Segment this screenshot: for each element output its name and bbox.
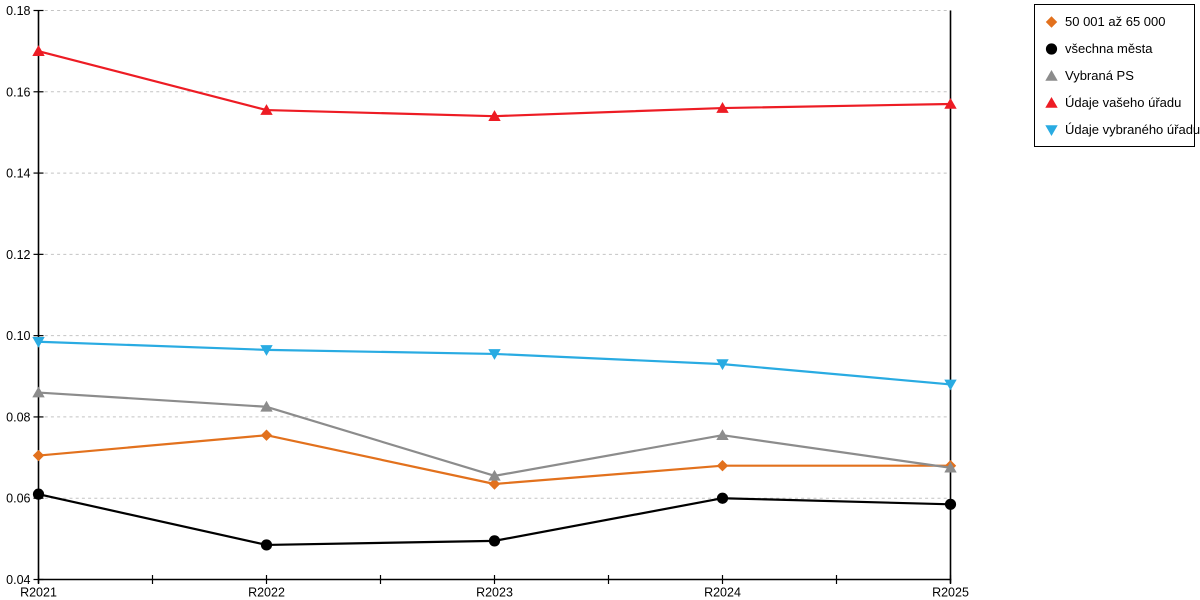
legend-label: Údaje vašeho úřadu [1065,95,1182,110]
data-point [716,359,729,371]
y-tick-label: 0.04 [6,573,30,587]
triangle-up-icon [1045,96,1058,108]
data-point [32,336,45,348]
data-point [260,429,273,441]
data-point [716,460,729,472]
series-line-2 [37,391,952,477]
data-point [488,535,501,547]
legend-item: Vybraná PS [1035,62,1194,89]
data-point [488,110,501,121]
y-tick-label: 0.12 [6,248,30,262]
data-point [488,349,501,360]
legend-item: všechna města [1035,35,1194,62]
triangle-up-icon [1045,69,1058,81]
legend-item: 50 001 až 65 000 [1035,8,1194,35]
data-point [260,104,273,115]
data-point [488,478,501,490]
data-point [260,400,273,412]
y-tick-label: 0.06 [6,492,30,506]
x-tick-label: R2025 [932,586,969,600]
x-tick-label: R2021 [20,586,57,600]
data-point [260,539,273,551]
triangle-down-icon [1045,124,1058,136]
data-point [32,488,45,500]
x-tick-label: R2024 [704,586,741,600]
data-point [260,345,273,356]
legend-label: 50 001 až 65 000 [1065,14,1166,29]
y-tick-label: 0.16 [6,85,30,99]
data-point [488,469,501,481]
data-point [944,498,957,510]
chart-legend: 50 001 až 65 000 všechna města Vybraná PS Ú… [1034,4,1200,147]
series-line-3 [37,50,952,118]
y-tick-label: 0.14 [6,167,30,181]
x-tick-label: R2022 [248,586,285,600]
legend-label: Vybraná PS [1065,68,1134,83]
legend-item: Údaje vašeho úřadu [1035,89,1194,116]
data-point [944,379,957,391]
series-line-4 [37,340,952,386]
data-point [32,45,45,56]
data-point [944,461,957,473]
y-tick-label: 0.18 [6,4,30,18]
data-point [32,386,45,398]
data-point [716,429,729,441]
legend-label: Údaje vybraného úřadu [1065,122,1200,137]
data-point [716,102,729,113]
data-point [32,449,45,462]
legend-label: všechna města [1065,41,1153,56]
y-tick-label: 0.08 [6,410,30,424]
diamond-icon [1045,15,1058,28]
circle-icon [1045,42,1058,55]
x-tick-label: R2023 [476,586,513,600]
legend-item: Údaje vybraného úřadu [1035,116,1200,143]
data-point [944,97,957,109]
y-tick-label: 0.10 [6,329,30,343]
data-point [716,492,729,504]
